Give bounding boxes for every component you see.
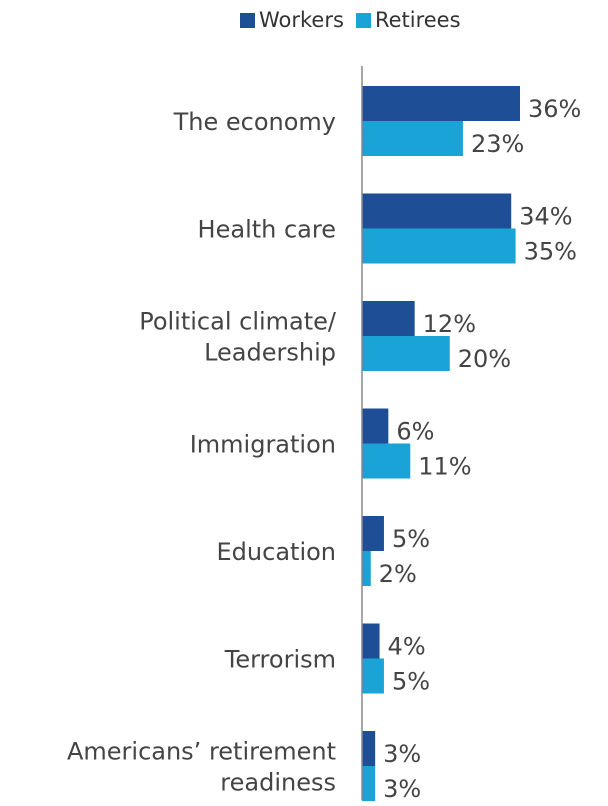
value-label-workers-2: 12% [423,310,476,338]
legend-item-workers: Workers [240,8,344,32]
value-label-retirees-4: 2% [379,560,417,588]
bar-retirees-0 [362,121,463,156]
bar-retirees-2 [362,336,450,371]
legend-swatch-retirees [355,12,371,28]
bar-workers-2 [362,301,415,336]
value-label-retirees-5: 5% [392,668,430,696]
value-label-retirees-3: 11% [418,453,471,481]
value-label-retirees-2: 20% [458,345,511,373]
value-label-workers-3: 6% [396,418,434,446]
bar-workers-4 [362,516,384,551]
bar-workers-1 [362,193,512,229]
bar-retirees-3 [362,443,411,479]
value-label-retirees-6: 3% [383,775,421,803]
category-label-3: Immigration [190,431,336,459]
bar-retirees-1 [362,228,516,264]
legend-label-retirees: Retirees [374,8,461,32]
bar-workers-3 [362,408,389,444]
legend-item-retirees: Retirees [355,8,461,32]
category-label-5: Terrorism [224,646,336,674]
bar-workers-6 [362,731,376,766]
value-label-workers-1: 34% [519,203,572,231]
chart-legend: Workers Retirees [240,6,473,34]
bar-retirees-5 [362,658,384,694]
category-label-0: The economy [173,108,336,136]
category-label-6-line-1: readiness [220,769,336,797]
category-label-6-line-0: Americans’ retirement [67,738,336,766]
bar-workers-0 [362,86,520,121]
value-label-workers-6: 3% [383,740,421,768]
category-label-4: Education [217,538,336,566]
value-label-retirees-0: 23% [471,130,524,158]
category-label-2-line-1: Leadership [204,339,336,367]
bar-workers-5 [362,623,380,659]
bar-retirees-4 [362,551,371,586]
category-label-2-line-0: Political climate/ [139,308,337,336]
bar-retirees-6 [362,766,376,801]
value-label-retirees-1: 35% [524,238,577,266]
value-label-workers-4: 5% [392,525,430,553]
legend-swatch-workers [240,12,255,28]
value-label-workers-0: 36% [528,95,581,123]
category-label-1: Health care [198,216,336,244]
value-label-workers-5: 4% [388,633,426,661]
legend-label-workers: Workers [259,8,344,32]
